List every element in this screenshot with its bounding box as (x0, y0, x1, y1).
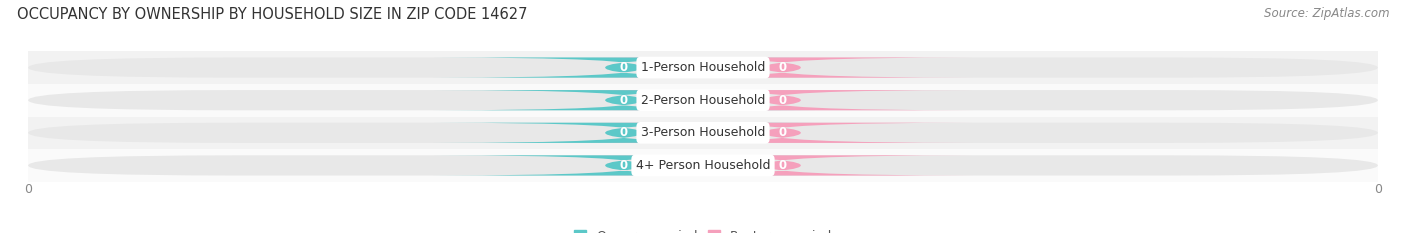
Text: 0: 0 (779, 61, 786, 74)
Bar (28, 84, 1378, 116)
Text: 0: 0 (620, 126, 627, 139)
Text: 2-Person Household: 2-Person Household (641, 94, 765, 107)
FancyBboxPatch shape (28, 123, 1378, 143)
FancyBboxPatch shape (28, 155, 1378, 175)
FancyBboxPatch shape (433, 58, 814, 78)
Text: 0: 0 (620, 159, 627, 172)
Text: 0: 0 (779, 159, 786, 172)
Text: 4+ Person Household: 4+ Person Household (636, 159, 770, 172)
FancyBboxPatch shape (433, 123, 814, 143)
Bar (28, 116, 1378, 149)
Text: 0: 0 (620, 61, 627, 74)
Bar (28, 51, 1378, 84)
Legend: Owner-occupied, Renter-occupied: Owner-occupied, Renter-occupied (574, 230, 832, 233)
Text: 0: 0 (779, 126, 786, 139)
FancyBboxPatch shape (433, 90, 814, 110)
Text: 1-Person Household: 1-Person Household (641, 61, 765, 74)
FancyBboxPatch shape (592, 123, 973, 143)
FancyBboxPatch shape (28, 58, 1378, 78)
FancyBboxPatch shape (433, 155, 814, 175)
Bar (28, 149, 1378, 182)
FancyBboxPatch shape (592, 58, 973, 78)
FancyBboxPatch shape (28, 90, 1378, 110)
FancyBboxPatch shape (592, 155, 973, 175)
Text: Source: ZipAtlas.com: Source: ZipAtlas.com (1264, 7, 1389, 20)
Text: 0: 0 (620, 94, 627, 107)
Text: 0: 0 (779, 94, 786, 107)
FancyBboxPatch shape (592, 90, 973, 110)
Text: OCCUPANCY BY OWNERSHIP BY HOUSEHOLD SIZE IN ZIP CODE 14627: OCCUPANCY BY OWNERSHIP BY HOUSEHOLD SIZE… (17, 7, 527, 22)
Text: 3-Person Household: 3-Person Household (641, 126, 765, 139)
